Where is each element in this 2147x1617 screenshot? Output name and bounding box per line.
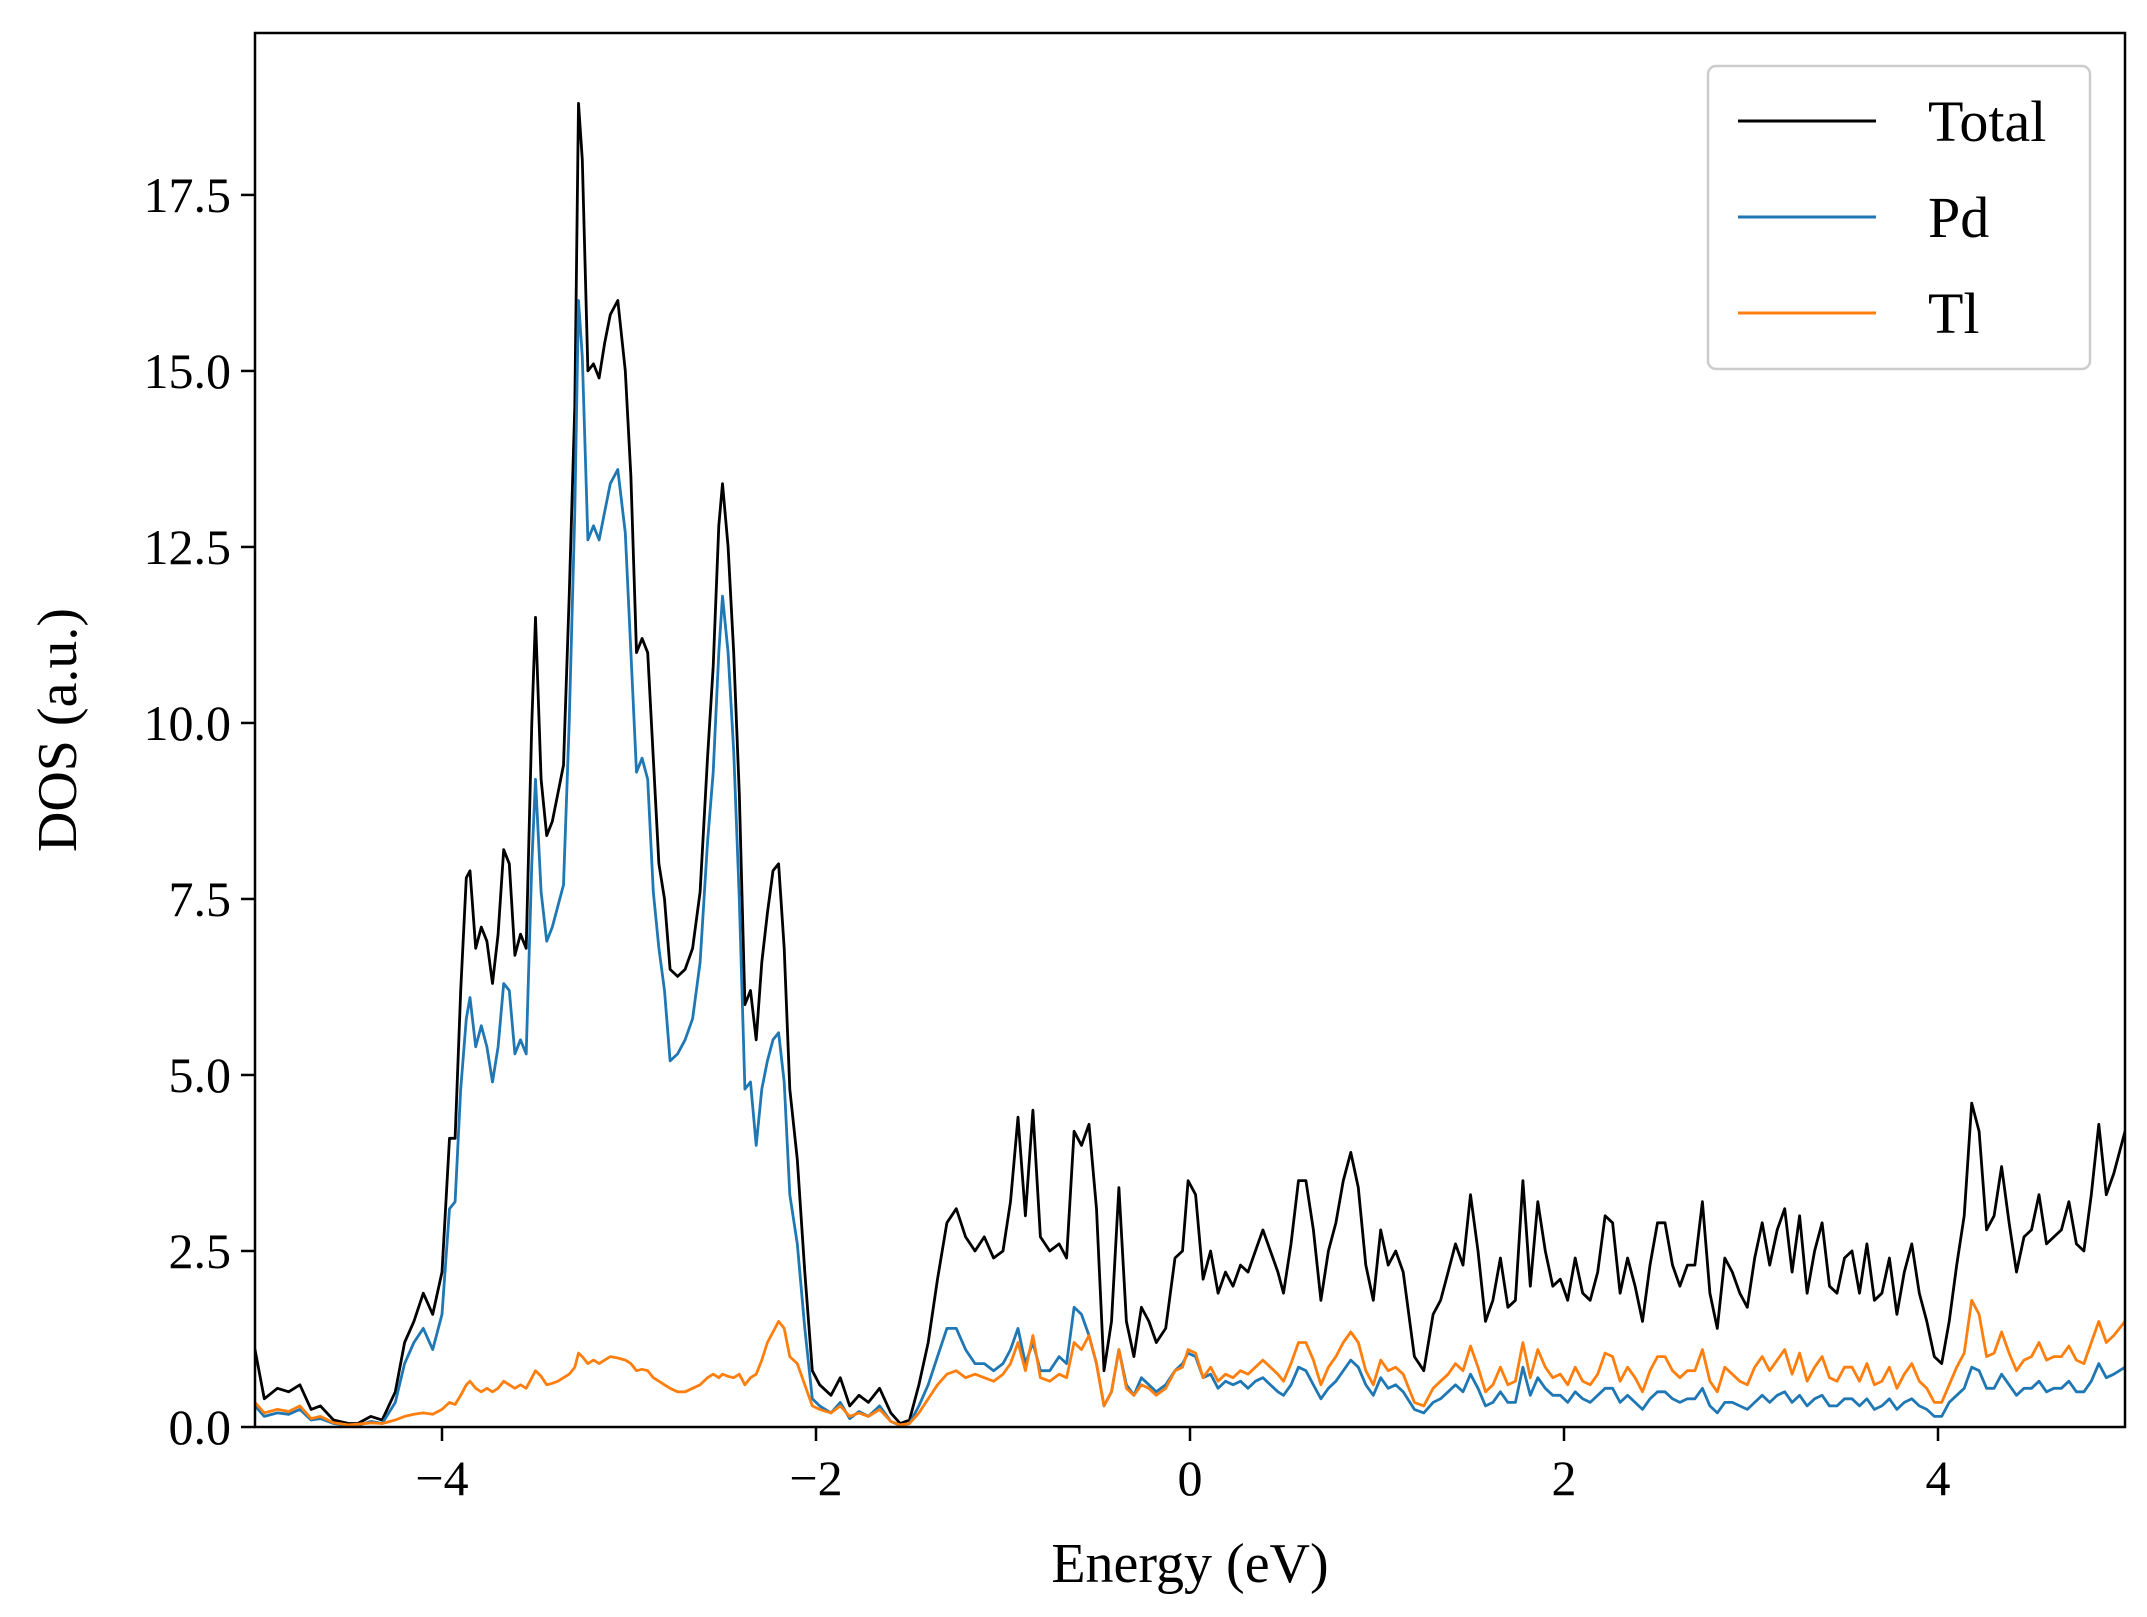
legend-label-total: Total	[1928, 89, 2046, 154]
x-tick-label: 2	[1552, 1450, 1577, 1506]
x-tick-label: 0	[1178, 1450, 1203, 1506]
x-axis: −4 −2 0 2 4	[415, 1427, 1951, 1506]
x-axis-title: Energy (eV)	[1051, 1533, 1328, 1595]
legend-label-tl: Tl	[1928, 281, 1980, 346]
series-line-tl	[255, 1298, 2125, 1427]
y-tick-label: 17.5	[144, 167, 232, 223]
legend: Total Pd Tl	[1706, 64, 2092, 371]
y-axis: 0.0 2.5 5.0 7.5 10.0 12.5 15.0 17.5	[144, 167, 255, 1455]
y-tick-label: 5.0	[169, 1047, 232, 1103]
legend-label-pd: Pd	[1928, 185, 1989, 250]
x-tick-label: −2	[789, 1450, 842, 1506]
x-tick-label: 4	[1926, 1450, 1951, 1506]
y-tick-label: 15.0	[144, 343, 232, 399]
y-tick-label: 0.0	[169, 1399, 232, 1455]
y-tick-label: 2.5	[169, 1223, 232, 1279]
y-tick-label: 10.0	[144, 695, 232, 751]
x-tick-label: −4	[415, 1450, 468, 1506]
y-axis-title: DOS (a.u.)	[27, 608, 89, 852]
legend-frame	[1706, 64, 2092, 371]
series-lines	[255, 102, 2125, 1427]
series-line-total	[255, 102, 2125, 1425]
y-tick-label: 7.5	[169, 871, 232, 927]
y-tick-label: 12.5	[144, 519, 232, 575]
